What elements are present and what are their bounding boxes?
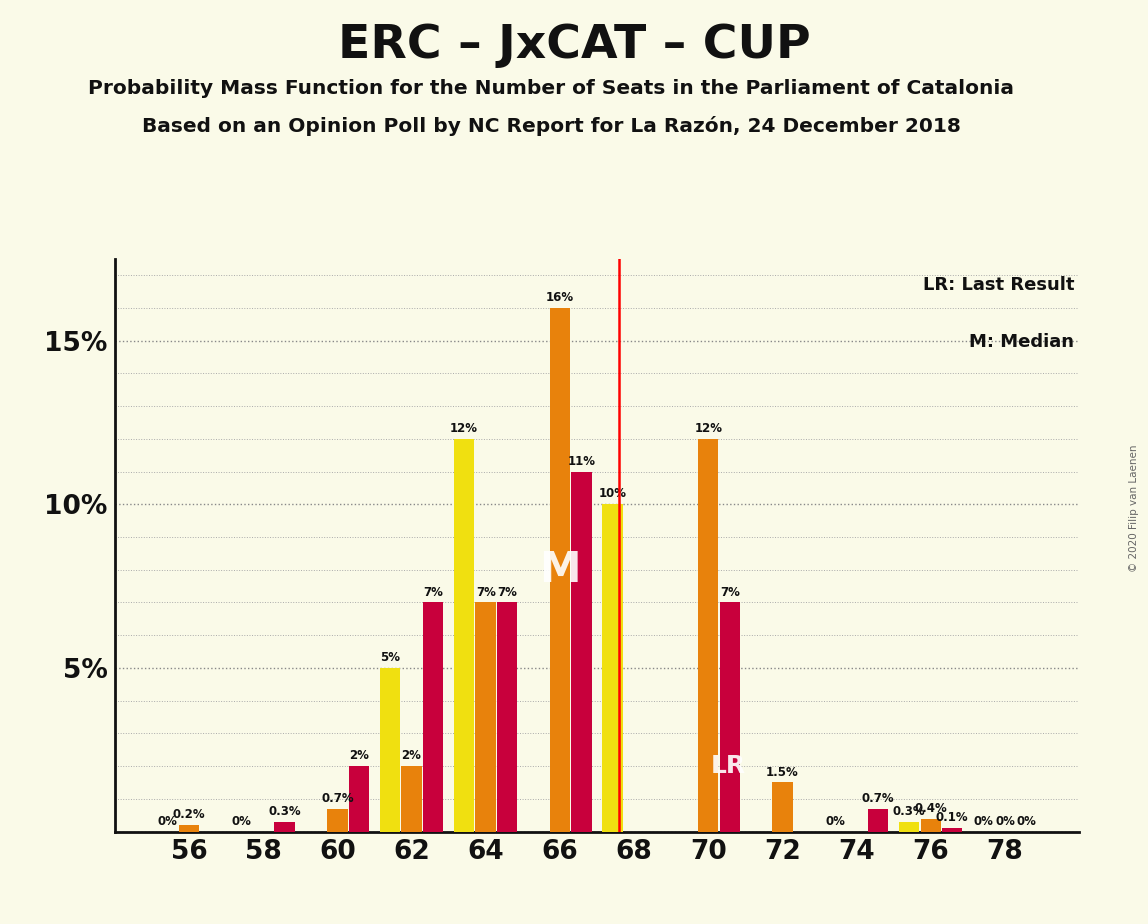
Text: 0.3%: 0.3% bbox=[269, 805, 301, 818]
Text: LR: Last Result: LR: Last Result bbox=[923, 276, 1075, 294]
Text: 7%: 7% bbox=[424, 586, 443, 599]
Text: 12%: 12% bbox=[450, 422, 479, 435]
Text: 0.3%: 0.3% bbox=[893, 805, 925, 818]
Text: 7%: 7% bbox=[720, 586, 739, 599]
Bar bbox=[720, 602, 740, 832]
Text: 0.2%: 0.2% bbox=[172, 808, 205, 821]
Text: 0%: 0% bbox=[825, 815, 845, 828]
Text: M: M bbox=[540, 549, 581, 590]
Bar bbox=[899, 821, 920, 832]
Bar bbox=[698, 439, 719, 832]
Bar bbox=[349, 766, 369, 832]
Text: 0%: 0% bbox=[974, 815, 993, 828]
Text: M: Median: M: Median bbox=[969, 334, 1075, 351]
Bar bbox=[868, 808, 889, 832]
Text: 16%: 16% bbox=[545, 291, 574, 304]
Text: 0.1%: 0.1% bbox=[936, 811, 969, 824]
Bar bbox=[422, 602, 443, 832]
Text: 2%: 2% bbox=[349, 749, 369, 762]
Bar bbox=[943, 828, 962, 832]
Bar bbox=[380, 668, 401, 832]
Text: 0.7%: 0.7% bbox=[862, 792, 894, 805]
Bar bbox=[453, 439, 474, 832]
Bar bbox=[179, 825, 199, 832]
Text: 11%: 11% bbox=[567, 455, 596, 468]
Bar bbox=[327, 808, 348, 832]
Text: 0%: 0% bbox=[1016, 815, 1037, 828]
Text: 0%: 0% bbox=[157, 815, 178, 828]
Text: 0.7%: 0.7% bbox=[321, 792, 354, 805]
Bar bbox=[402, 766, 421, 832]
Text: 7%: 7% bbox=[497, 586, 517, 599]
Bar bbox=[274, 821, 295, 832]
Text: Based on an Opinion Poll by NC Report for La Razón, 24 December 2018: Based on an Opinion Poll by NC Report fo… bbox=[141, 116, 961, 136]
Text: 0%: 0% bbox=[995, 815, 1015, 828]
Text: 0.4%: 0.4% bbox=[915, 802, 947, 815]
Bar bbox=[497, 602, 518, 832]
Bar bbox=[603, 505, 622, 832]
Text: 1.5%: 1.5% bbox=[766, 766, 799, 779]
Text: 10%: 10% bbox=[598, 487, 627, 500]
Text: © 2020 Filip van Laenen: © 2020 Filip van Laenen bbox=[1130, 444, 1139, 572]
Bar bbox=[572, 471, 591, 832]
Bar bbox=[773, 783, 792, 832]
Text: Probability Mass Function for the Number of Seats in the Parliament of Catalonia: Probability Mass Function for the Number… bbox=[88, 79, 1014, 98]
Text: LR: LR bbox=[711, 754, 745, 778]
Text: ERC – JxCAT – CUP: ERC – JxCAT – CUP bbox=[338, 23, 810, 68]
Text: 0%: 0% bbox=[232, 815, 251, 828]
Text: 7%: 7% bbox=[475, 586, 496, 599]
Text: 12%: 12% bbox=[695, 422, 722, 435]
Bar bbox=[550, 308, 571, 832]
Text: 2%: 2% bbox=[402, 749, 421, 762]
Text: 5%: 5% bbox=[380, 651, 400, 664]
Bar bbox=[475, 602, 496, 832]
Bar bbox=[921, 819, 941, 832]
